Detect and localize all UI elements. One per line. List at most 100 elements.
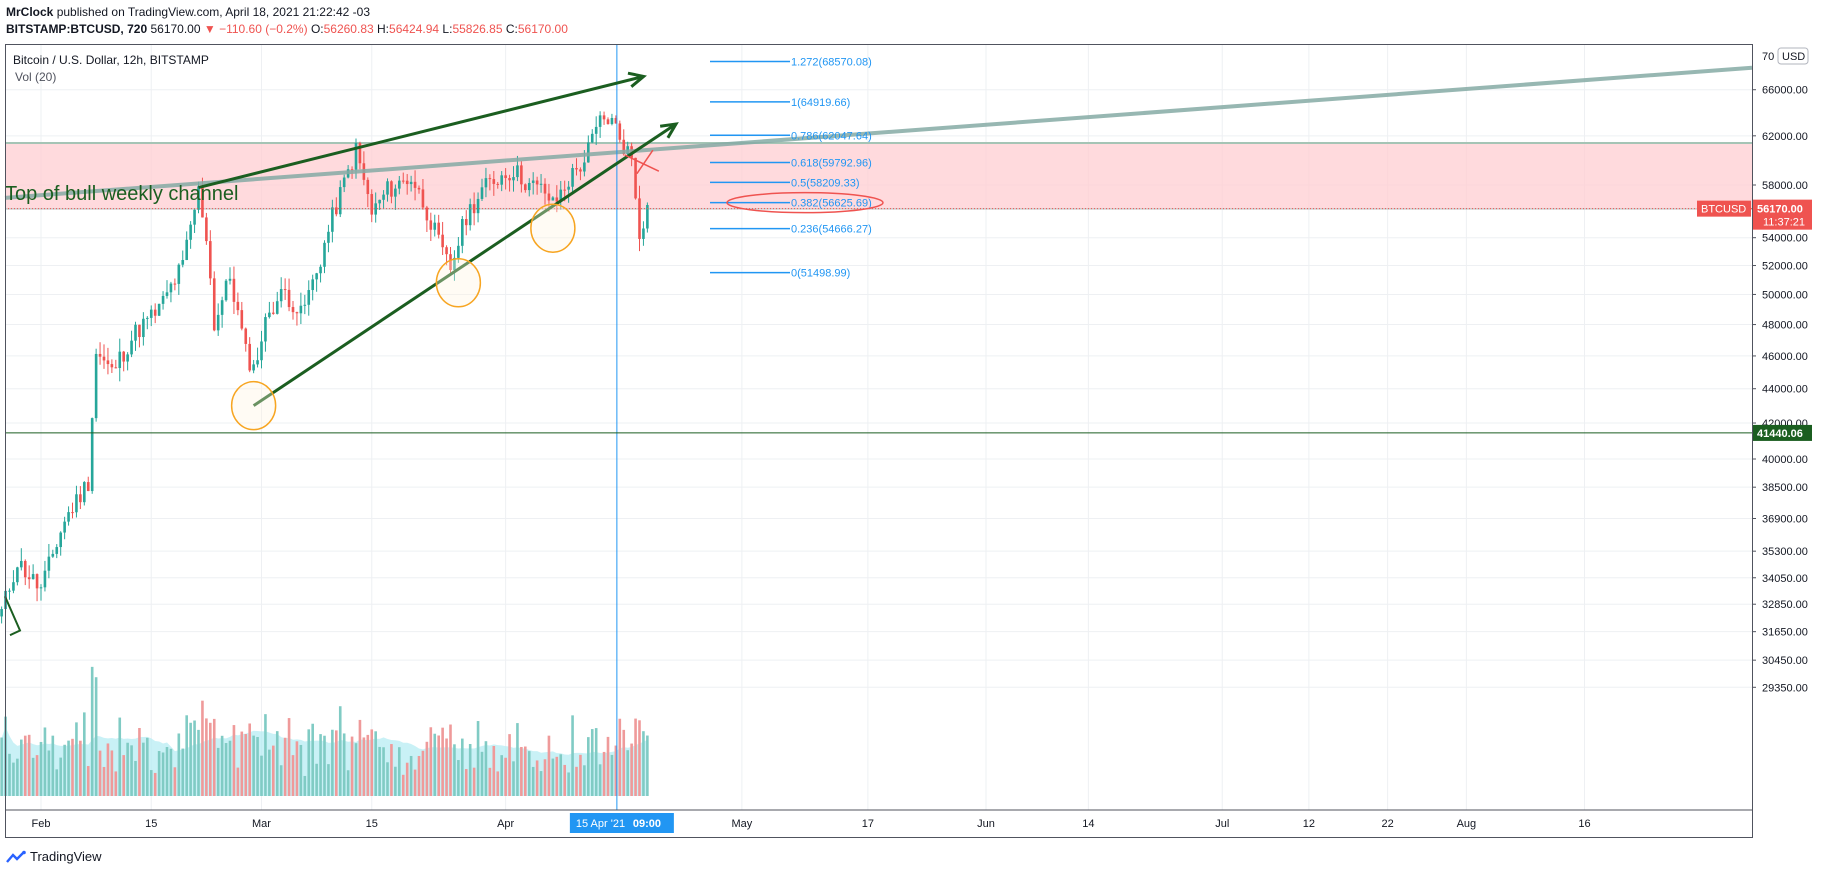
volume-bar: [346, 770, 350, 796]
time-tick-label: 15: [145, 818, 157, 830]
candle-body: [366, 179, 370, 195]
volume-bar: [319, 734, 322, 796]
volume-bar: [496, 771, 500, 796]
volume-bar: [370, 729, 374, 796]
candle-body: [512, 177, 515, 181]
candle-body: [252, 364, 255, 371]
candle-body: [539, 183, 543, 185]
volume-bar: [457, 760, 460, 796]
grid-lines: [5, 44, 1752, 810]
candle-body: [622, 139, 626, 155]
touch-circle: [435, 257, 482, 308]
candle-body: [307, 290, 311, 305]
volume-bar: [275, 731, 279, 796]
volume-bar: [122, 755, 125, 796]
candle-body: [31, 574, 35, 580]
candle-body: [350, 169, 354, 171]
candle-body: [51, 553, 55, 557]
upper-trend-arrow-head: [627, 71, 647, 88]
candle-body: [386, 181, 389, 195]
candle-body: [531, 180, 535, 183]
candle-body: [27, 577, 31, 580]
publish-date: published on TradingView.com, April 18, …: [56, 5, 371, 19]
volume-bar: [468, 744, 472, 796]
candle-body: [476, 198, 480, 214]
volume-bar: [405, 762, 409, 796]
candle-body: [311, 279, 314, 291]
volume-bar: [220, 735, 224, 796]
candle-body: [524, 184, 527, 191]
candle-body: [98, 353, 102, 357]
candle-body: [535, 180, 539, 185]
candle-body: [492, 179, 496, 184]
volume-bar: [181, 748, 185, 796]
candle-body: [445, 247, 448, 255]
candle-body: [579, 169, 582, 172]
volume-bar: [472, 767, 476, 796]
candle-body: [283, 289, 287, 291]
low-value: 55826.85: [452, 22, 503, 36]
candle-body: [527, 182, 531, 191]
volume-legend[interactable]: Vol (20): [15, 70, 56, 84]
candle-body: [575, 168, 578, 170]
currency-label: USD: [1782, 51, 1805, 63]
volume-bar: [512, 761, 515, 796]
volume-bar: [142, 742, 145, 796]
candle-body: [287, 289, 291, 308]
volume-bar: [83, 712, 86, 796]
volume-bar: [71, 738, 74, 796]
volume-bar: [437, 735, 440, 796]
price-tick-label: 40000.00: [1762, 454, 1808, 466]
candlesticks: [0, 111, 649, 624]
volume-bar: [338, 706, 342, 796]
volume-bar: [307, 729, 311, 796]
candle-body: [496, 183, 500, 185]
time-tick-label: May: [731, 818, 752, 830]
candle-body: [173, 283, 177, 285]
time-tick-label: 16: [1578, 818, 1590, 830]
volume-bar: [590, 729, 594, 796]
author-name[interactable]: MrClock: [6, 5, 54, 19]
volume-bar: [149, 770, 153, 796]
volume-bar: [47, 750, 51, 796]
candle-body: [618, 123, 622, 140]
volume-bar: [362, 737, 366, 796]
volume-bar: [327, 764, 330, 796]
candle-body: [8, 590, 11, 592]
volume-bar: [272, 745, 275, 796]
volume-bar: [51, 735, 55, 796]
volume-bar: [587, 737, 590, 796]
candle-body: [153, 309, 157, 316]
candle-body: [437, 222, 440, 235]
chart-title: Bitcoin / U.S. Dollar, 12h, BITSTAMP: [13, 53, 209, 67]
candle-body: [90, 418, 94, 492]
candle-body: [378, 199, 381, 204]
volume-bar: [449, 724, 452, 796]
volume-bar: [224, 743, 228, 796]
volume-bar: [567, 772, 570, 796]
candle-body: [508, 178, 511, 181]
volume-bar: [476, 721, 480, 796]
volume-bar: [59, 757, 62, 796]
volume-bar: [571, 715, 574, 796]
volume-bar: [31, 757, 35, 796]
candle-body: [602, 115, 606, 120]
volume-bar: [559, 754, 563, 796]
chart-frame: [5, 44, 1753, 838]
volume-bar: [520, 746, 523, 796]
candle-body: [47, 556, 51, 571]
volume-bar: [12, 762, 15, 796]
symbol-label: BITSTAMP:BTCUSD, 720: [6, 22, 148, 36]
volume-bar: [642, 731, 645, 796]
price-tick-label: 29350.00: [1762, 682, 1808, 694]
high-value: 56424.94: [389, 22, 440, 36]
footer-brand[interactable]: TradingView: [6, 848, 102, 866]
candle-body: [338, 187, 342, 215]
candle-body: [43, 570, 47, 588]
volume-bar: [598, 764, 602, 796]
candle-body: [331, 207, 334, 232]
fib-level-label: 0.5(58209.33): [791, 177, 860, 189]
volume-bar: [539, 771, 543, 796]
candle-body: [335, 207, 338, 215]
